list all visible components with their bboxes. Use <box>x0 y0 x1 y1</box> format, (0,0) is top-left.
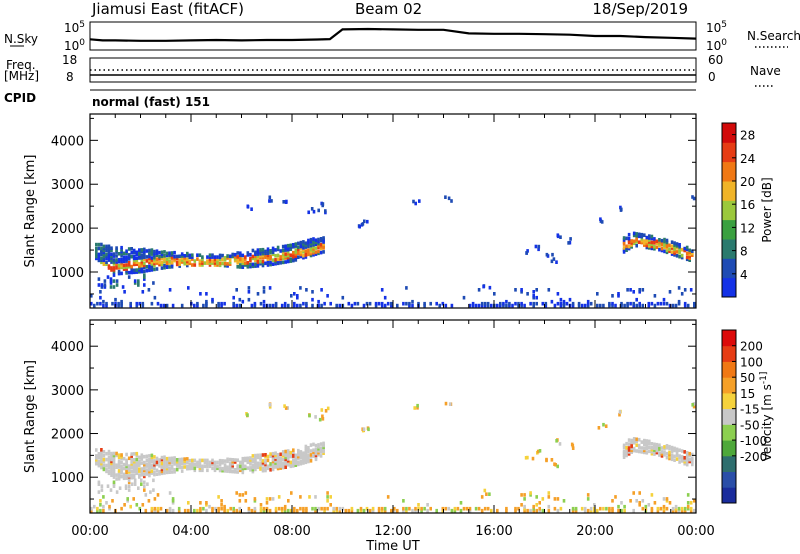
power-colorbar-label: Power [dB] <box>760 177 774 242</box>
velocity-ytick-label: 1000 <box>51 471 84 486</box>
time-tick-label: 00:00 <box>677 524 714 539</box>
time-tick-label: 04:00 <box>172 524 209 539</box>
velocity-colorbar-segment <box>722 487 736 504</box>
power-colorbar-segment <box>722 277 736 298</box>
nsearch-label: N.Search <box>747 29 800 43</box>
power-colorbar-segment <box>722 161 736 182</box>
velocity-colorbar-segment <box>722 455 736 472</box>
freq-label-2: [MHz] <box>4 69 39 83</box>
nave-label: Nave <box>750 64 781 78</box>
velocity-colorbar-tick-label: 100 <box>740 355 763 369</box>
sky-noise-line <box>89 27 697 42</box>
power-ytick-label: 4000 <box>51 134 84 149</box>
power-colorbar-segment <box>722 200 736 221</box>
power-colorbar-tick-label: 8 <box>740 245 748 259</box>
velocity-colorbar-tick-label: 15 <box>740 387 755 401</box>
power-ylabel: Slant Range [km] <box>23 155 38 268</box>
power-panel-frame <box>89 113 697 309</box>
cpid-value: normal (fast) 151 <box>92 95 210 109</box>
date-label: 18/Sep/2019 <box>592 0 688 18</box>
velocity-colorbar-segment <box>722 345 736 362</box>
power-colorbar-segment <box>722 142 736 163</box>
noise-panel-frame <box>89 21 697 51</box>
velocity-colorbar-segment <box>722 330 736 347</box>
velocity-ytick-label: 2000 <box>51 428 84 443</box>
velocity-colorbar-segment <box>722 408 736 425</box>
time-tick-label: 00:00 <box>71 524 108 539</box>
nsearch-tick-top: 105 <box>706 20 727 35</box>
velocity-colorbar-segment <box>722 440 736 457</box>
time-axis-label: Time UT <box>365 539 419 554</box>
velocity-colorbar-frame <box>721 329 737 504</box>
velocity-colorbar-tick-label: 200 <box>740 340 763 354</box>
beam-label: Beam 02 <box>355 0 423 18</box>
velocity-colorbar-segment <box>722 471 736 488</box>
power-colorbar-tick-label: 24 <box>740 152 755 166</box>
nsky-tick-bottom: 100 <box>64 38 85 53</box>
velocity-ytick-label: 3000 <box>51 384 84 399</box>
power-colorbar-segment <box>722 181 736 201</box>
nave-tick-top: 60 <box>708 53 723 67</box>
power-ytick-label: 3000 <box>51 178 84 193</box>
power-colorbar-tick-label: 12 <box>740 221 755 235</box>
velocity-colorbar-segment <box>722 424 736 441</box>
freq-tick-top: 18 <box>62 53 77 67</box>
velocity-colorbar-label: Velocity [m s-1] <box>759 372 774 462</box>
power-colorbar-tick-label: 4 <box>740 268 748 282</box>
power-colorbar: 4 8 12 16 20 24 28 <box>721 122 755 298</box>
velocity-colorbar-tick-label: -200 <box>740 450 767 464</box>
power-colorbar-tick-label: 20 <box>740 175 755 189</box>
velocity-colorbar-segment <box>722 377 736 394</box>
nsearch-tick-bottom: 100 <box>706 38 727 53</box>
plot-title: Jiamusi East (fitACF) <box>92 0 244 18</box>
velocity-colorbar-segment <box>722 392 736 410</box>
cpid-label: CPID <box>4 91 36 105</box>
nsky-label: N.Sky <box>4 32 38 46</box>
power-colorbar-frame <box>721 122 737 298</box>
velocity-colorbar-tick-label: -15 <box>740 403 760 417</box>
power-colorbar-segment <box>722 239 736 259</box>
power-ytick-label: 2000 <box>51 222 84 237</box>
time-tick-label: 20:00 <box>576 524 613 539</box>
velocity-colorbar-segment <box>722 361 736 378</box>
nave-tick-bottom: 0 <box>708 70 716 84</box>
nsky-tick-top: 105 <box>64 20 85 35</box>
power-colorbar-tick-label: 28 <box>740 129 755 143</box>
power-heatmap-cells <box>90 195 696 308</box>
freq-label-1: Freq. <box>6 58 36 72</box>
velocity-colorbar-tick-label: -100 <box>740 434 767 448</box>
power-colorbar-segment <box>722 123 736 143</box>
freq-tick-bottom: 8 <box>66 70 74 84</box>
time-tick-label: 12:00 <box>374 524 411 539</box>
velocity-heatmap-cells <box>90 401 696 513</box>
time-tick-label: 16:00 <box>475 524 512 539</box>
velocity-panel-frame <box>89 319 697 514</box>
velocity-colorbar-tick-label: 50 <box>740 371 755 385</box>
power-colorbar-tick-label: 16 <box>740 198 755 212</box>
time-tick-label: 08:00 <box>273 524 310 539</box>
velocity-ytick-label: 4000 <box>51 340 84 355</box>
power-colorbar-segment <box>722 258 736 279</box>
power-ytick-label: 1000 <box>51 266 84 281</box>
velocity-colorbar-tick-label: -50 <box>740 418 760 432</box>
velocity-ylabel: Slant Range [km] <box>23 360 38 473</box>
power-colorbar-segment <box>722 219 736 240</box>
